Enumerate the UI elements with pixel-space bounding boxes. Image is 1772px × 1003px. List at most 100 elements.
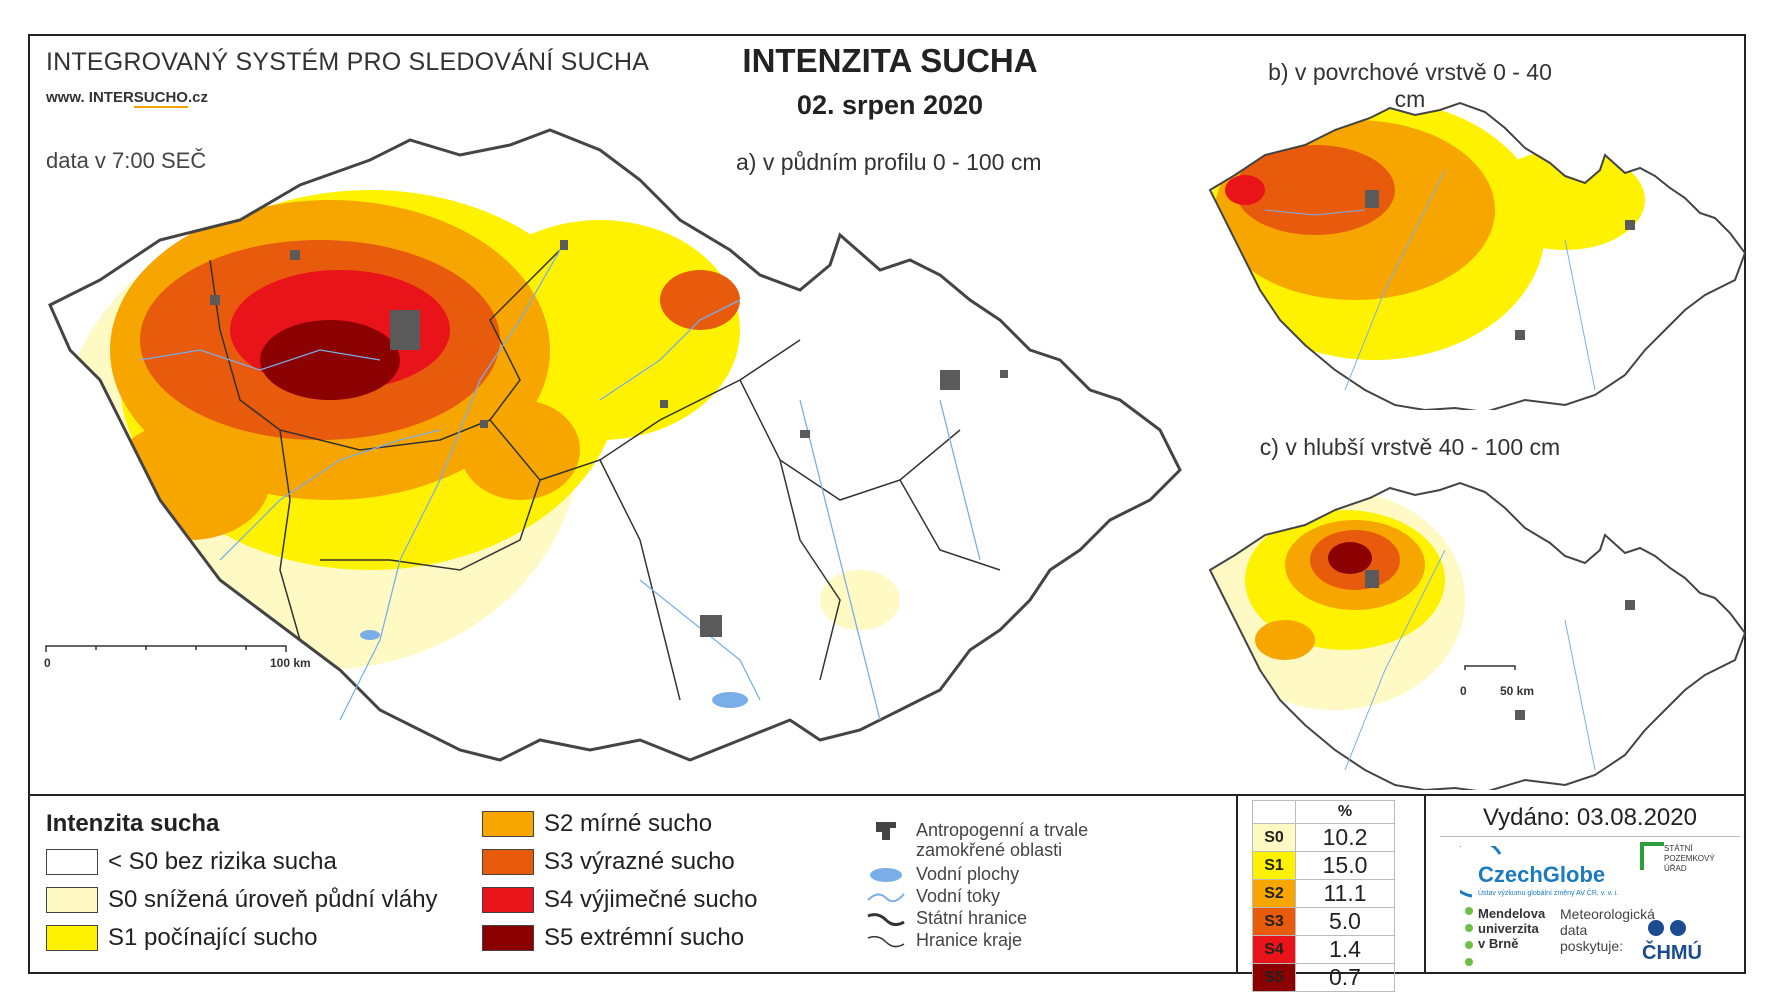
pct-row: S0 10.2 bbox=[1252, 823, 1395, 852]
mendel-line1: Mendelova bbox=[1478, 906, 1546, 921]
url-suffix: .cz bbox=[187, 89, 208, 106]
water-courses bbox=[139, 249, 981, 721]
water-course-icon bbox=[867, 893, 905, 903]
scale-bar-c bbox=[1464, 665, 1516, 670]
legend-swatch bbox=[46, 925, 98, 951]
pct-code: S1 bbox=[1252, 851, 1296, 880]
anthropogenic-areas bbox=[1365, 190, 1635, 340]
mendel-line3: v Brně bbox=[1478, 936, 1519, 951]
water-courses-label: Vodní toky bbox=[916, 886, 1001, 906]
pct-code: S4 bbox=[1252, 935, 1296, 964]
spu-logo-mark bbox=[1640, 842, 1664, 870]
scale-c-start: 0 bbox=[1460, 684, 1467, 698]
legend-label: S1 počínající sucho bbox=[108, 924, 318, 951]
mendel-line2: univerzita bbox=[1478, 921, 1539, 936]
pct-row: S2 11.1 bbox=[1252, 879, 1395, 908]
pct-row: S5 0.7 bbox=[1252, 963, 1395, 992]
pct-value: 15.0 bbox=[1295, 851, 1395, 880]
water-body-south bbox=[360, 630, 380, 640]
meteo-line3: poskytuje: bbox=[1560, 938, 1624, 954]
pct-code: S3 bbox=[1252, 907, 1296, 936]
legend-anthropogenic: Antropogenní a trvale zamokřené oblasti bbox=[864, 820, 1088, 860]
map-a-title: a) v půdním profilu 0 - 100 cm bbox=[736, 149, 1042, 175]
legend-label: S5 extrémní sucho bbox=[544, 924, 745, 951]
table-divider bbox=[1236, 794, 1238, 974]
legend-item: S0 snížená úroveň půdní vláhy bbox=[46, 886, 438, 914]
s2-area-south bbox=[110, 420, 270, 540]
pct-value: 10.2 bbox=[1295, 823, 1395, 852]
issued-date: Vydáno: 03.08.2020 bbox=[1483, 804, 1697, 831]
anthropogenic-line1: Antropogenní a trvale bbox=[916, 820, 1089, 840]
mendel-logo-dots bbox=[1465, 907, 1473, 966]
legend-swatch bbox=[482, 811, 534, 837]
pct-code: S2 bbox=[1252, 879, 1296, 908]
s2-area-south bbox=[1255, 620, 1315, 660]
state-border bbox=[1208, 481, 1745, 790]
water-body-icon bbox=[870, 868, 902, 882]
s2-area-center bbox=[460, 400, 580, 500]
legend-label: < S0 bez rizika sucha bbox=[108, 848, 337, 875]
chmu-logo-icon bbox=[1648, 920, 1686, 936]
spu-logo: STÁTNÍ POZEMKOVÝ ÚŘAD bbox=[1664, 844, 1715, 874]
legend-region-border: Hranice kraje bbox=[864, 930, 1022, 952]
czechglobe-subtitle: Ústav výzkumu globální změny AV ČR, v. v… bbox=[1478, 890, 1619, 897]
scale-bar-a bbox=[45, 645, 287, 652]
state-border bbox=[1208, 101, 1745, 410]
legend-swatch bbox=[482, 887, 534, 913]
pct-value: 0.7 bbox=[1295, 963, 1395, 992]
s4-area bbox=[1225, 175, 1265, 205]
logo-divider bbox=[1424, 794, 1426, 974]
spu-line1: STÁTNÍ bbox=[1664, 844, 1693, 853]
region-border-label: Hranice kraje bbox=[916, 930, 1023, 950]
anthropogenic-line2: zamokřené oblasti bbox=[916, 840, 1063, 860]
czechglobe-logo: CzechGlobe bbox=[1478, 862, 1606, 887]
map-b-title: b) v povrchové vrstvě 0 - 40 cm bbox=[1268, 59, 1552, 112]
water-body bbox=[712, 692, 748, 708]
legend-state-border: Státní hranice bbox=[864, 908, 1027, 930]
logo-area bbox=[1440, 836, 1740, 973]
pct-row: S1 15.0 bbox=[1252, 851, 1395, 880]
data-time: data v 7:00 SEČ bbox=[46, 148, 207, 173]
pct-code: S5 bbox=[1252, 963, 1296, 992]
legend-item: < S0 bez rizika sucha bbox=[46, 848, 337, 876]
legend-item: S1 počínající sucho bbox=[46, 924, 317, 952]
spu-line2: POZEMKOVÝ bbox=[1664, 854, 1715, 863]
state-border-label: Státní hranice bbox=[916, 908, 1028, 928]
map-c-title: c) v hlubší vrstvě 40 - 100 cm bbox=[1259, 434, 1561, 460]
region-borders bbox=[209, 249, 1001, 701]
website-url[interactable]: www. INTERSUCHO.cz bbox=[46, 89, 208, 108]
meteo-line2: data bbox=[1560, 922, 1588, 938]
s5-area bbox=[260, 320, 400, 400]
map-a-czech-republic bbox=[45, 128, 1182, 762]
state-border-icon bbox=[867, 913, 905, 927]
meteo-data-provider: Meteorologická data poskytuje: bbox=[1560, 906, 1655, 954]
percent-table: % S0 10.2 S1 15.0 S2 11.1 S3 5.0 S4 1.4 S5 0.7 bbox=[1252, 800, 1395, 992]
legend-item: S5 extrémní sucho bbox=[482, 924, 744, 952]
anthropogenic-areas bbox=[210, 240, 1008, 637]
pct-code: S0 bbox=[1252, 823, 1296, 852]
legend-label: S2 mírné sucho bbox=[544, 810, 713, 837]
url-highlight: SUCHO bbox=[133, 89, 188, 108]
s0-area-east bbox=[820, 570, 900, 630]
legend-swatch bbox=[482, 925, 534, 951]
legend-swatch bbox=[482, 849, 534, 875]
legend-label: S0 snížená úroveň půdní vláhy bbox=[108, 886, 438, 913]
s5-area bbox=[1328, 542, 1372, 574]
chmu-logo: ČHMÚ bbox=[1642, 942, 1702, 964]
region-border-icon bbox=[867, 935, 905, 948]
state-border bbox=[48, 128, 1182, 762]
system-title: INTEGROVANÝ SYSTÉM PRO SLEDOVÁNÍ SUCHA bbox=[46, 48, 650, 76]
s3-area-ne bbox=[660, 270, 740, 330]
pct-value: 5.0 bbox=[1295, 907, 1395, 936]
map-c-deep-layer bbox=[1208, 481, 1745, 790]
s3-area bbox=[1235, 145, 1395, 235]
legend-item: S3 výrazné sucho bbox=[482, 848, 735, 876]
pct-row: S3 5.0 bbox=[1252, 907, 1395, 936]
water-bodies-label: Vodní plochy bbox=[916, 864, 1020, 884]
main-title: INTENZITA SUCHA bbox=[742, 42, 1038, 79]
spu-line3: ÚŘAD bbox=[1664, 864, 1687, 873]
map-b-surface-layer bbox=[1208, 101, 1745, 410]
pct-row: S4 1.4 bbox=[1252, 935, 1395, 964]
scale-a-start: 0 bbox=[44, 656, 51, 670]
legend-divider bbox=[28, 794, 1746, 796]
